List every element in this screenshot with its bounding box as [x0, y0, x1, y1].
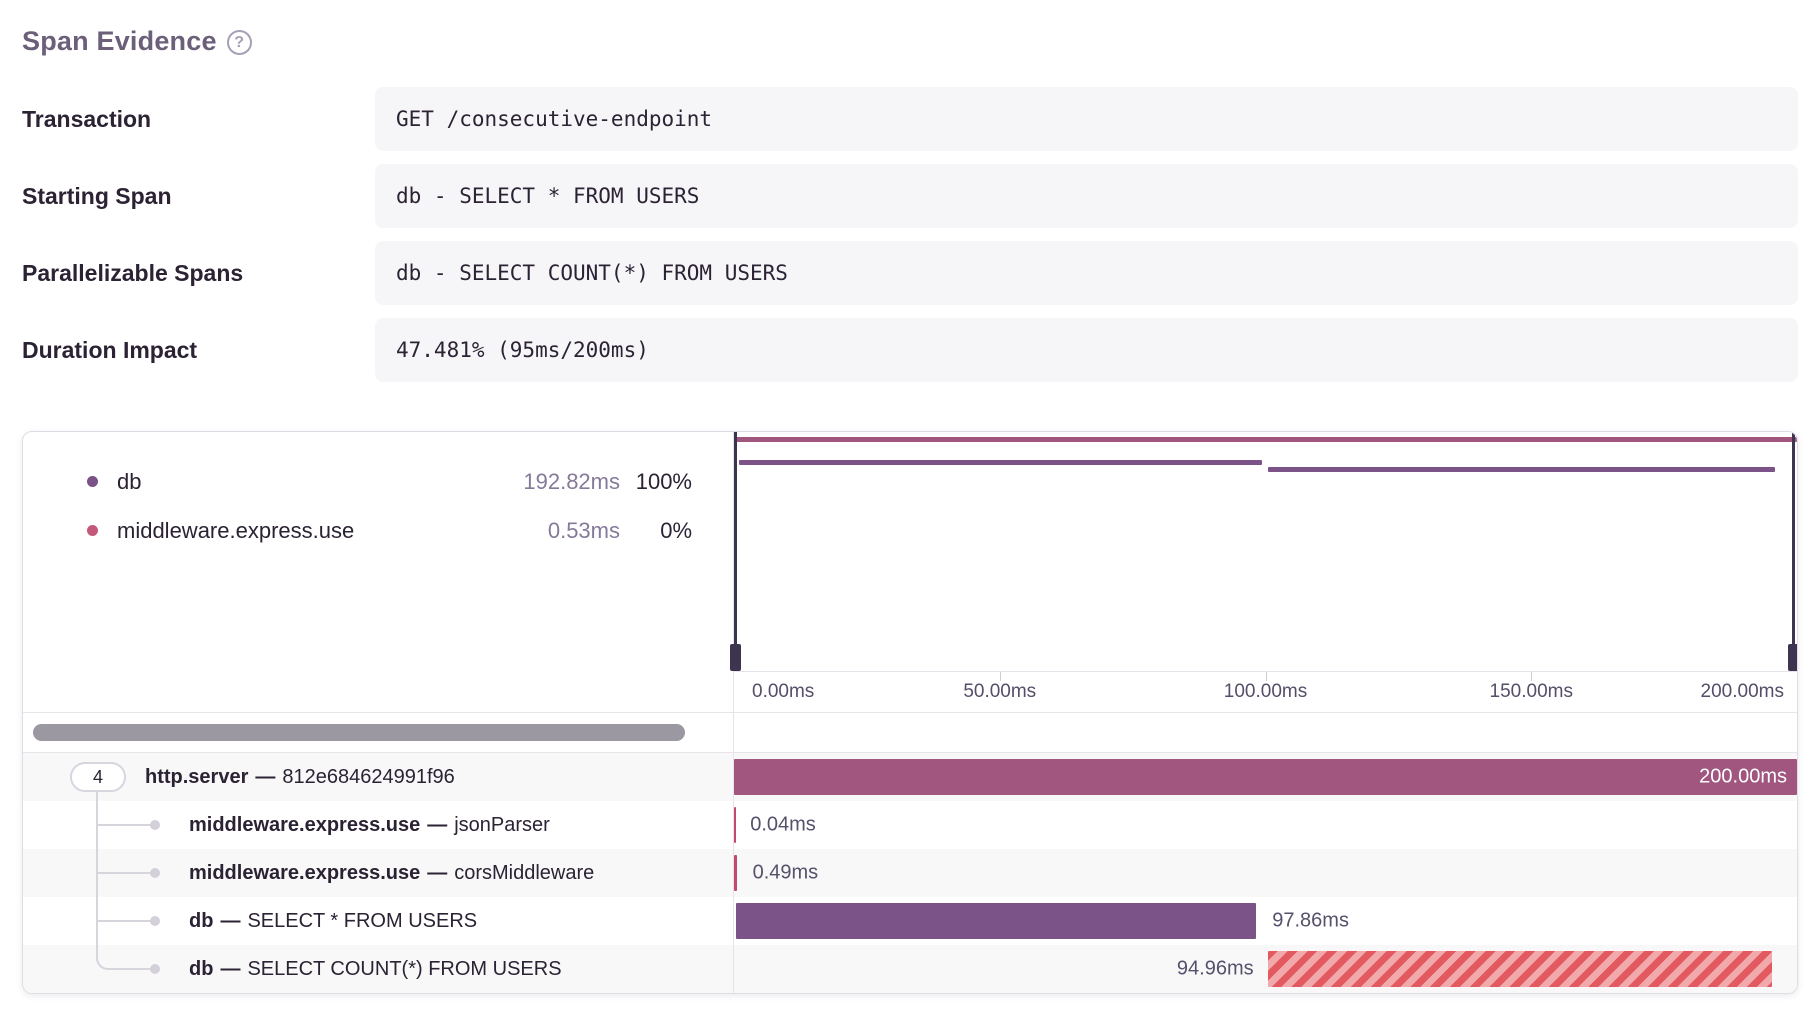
- evidence-value: db - SELECT * FROM USERS: [375, 164, 1798, 228]
- span-description: SELECT COUNT(*) FROM USERS: [247, 957, 562, 980]
- span-separator: —: [220, 909, 241, 932]
- trace-minimap[interactable]: [730, 432, 1797, 671]
- span-separator: —: [427, 813, 448, 836]
- span-row-select-count-users[interactable]: db — SELECT COUNT(*) FROM USERS 94.96ms: [23, 945, 1797, 993]
- span-duration-label: 97.86ms: [1272, 909, 1349, 932]
- span-duration-bar[interactable]: [736, 903, 1257, 939]
- axis-label: 150.00ms: [1489, 681, 1573, 702]
- span-op: middleware.express.use: [189, 813, 421, 836]
- legend-name: middleware.express.use: [117, 517, 355, 543]
- span-duration-label: 0.49ms: [752, 861, 819, 884]
- axis-label: 100.00ms: [1223, 681, 1308, 702]
- evidence-row-starting-span: Starting Span db - SELECT * FROM USERS: [22, 164, 1798, 228]
- span-description: SELECT * FROM USERS: [247, 909, 478, 932]
- evidence-value: GET /consecutive-endpoint: [375, 87, 1798, 151]
- span-title: http.server — 812e684624991f96: [145, 766, 455, 789]
- evidence-rows: Transaction GET /consecutive-endpoint St…: [22, 87, 1798, 382]
- help-icon[interactable]: ?: [226, 30, 252, 55]
- span-waterfall: 4 http.server —812e684624991f96 200.00ms …: [23, 753, 1797, 993]
- scrollbar-track-right: [733, 713, 1797, 752]
- span-title: middleware.express.use — corsMiddleware: [189, 862, 594, 885]
- span-duration-label: 0.04ms: [750, 813, 816, 836]
- axis-label: 200.00ms: [1700, 681, 1784, 702]
- span-row-http-server[interactable]: 4 http.server — 812e684624991f96 200.00ms: [23, 753, 1797, 801]
- span-separator: —: [220, 957, 241, 980]
- page-title: Span Evidence: [22, 26, 217, 56]
- minimap-span-line: [1267, 467, 1775, 472]
- horizontal-scrollbar-thumb[interactable]: [33, 724, 685, 741]
- legend-dot-middleware: [87, 525, 98, 536]
- evidence-value: db - SELECT COUNT(*) FROM USERS: [375, 241, 1798, 305]
- trace-viewer-panel: db 192.82ms 100% middleware.express.use …: [22, 431, 1798, 994]
- span-duration-label: 200.00ms: [1699, 765, 1787, 788]
- span-description: jsonParser: [454, 813, 550, 836]
- evidence-label: Parallelizable Spans: [22, 259, 244, 286]
- span-op: http.server: [145, 765, 249, 788]
- time-axis: 0.00ms 50.00ms 100.00ms 150.00ms 200.00m…: [734, 671, 1797, 712]
- span-evidence-page: Span Evidence ? Transaction GET /consecu…: [22, 26, 1798, 994]
- minimap-span-line: [734, 437, 1797, 442]
- span-row-cors-middleware[interactable]: middleware.express.use — corsMiddleware 0.…: [23, 849, 1797, 897]
- evidence-row-duration-impact: Duration Impact 47.481% (95ms/200ms): [22, 318, 1798, 382]
- axis-tick: [999, 672, 1001, 681]
- span-duration-bar[interactable]: [734, 807, 736, 843]
- trace-legend: db 192.82ms 100% middleware.express.use …: [23, 432, 733, 712]
- span-row-select-users[interactable]: db — SELECT * FROM USERS 97.86ms: [23, 897, 1797, 945]
- span-row-json-parser[interactable]: middleware.express.use — jsonParser 0.04ms: [23, 801, 1797, 849]
- span-title: middleware.express.use — jsonParser: [189, 814, 550, 837]
- minimap-right-handle[interactable]: [1788, 432, 1797, 671]
- legend-duration: 0.53ms: [547, 517, 620, 543]
- span-count-badge[interactable]: 4: [70, 762, 126, 792]
- evidence-row-parallelizable-spans: Parallelizable Spans db - SELECT COUNT(*…: [22, 241, 1798, 305]
- span-op: db: [189, 957, 214, 980]
- span-duration-label: 94.96ms: [1176, 957, 1254, 980]
- span-description: corsMiddleware: [454, 861, 595, 884]
- span-op: middleware.express.use: [189, 861, 421, 884]
- span-separator: —: [427, 861, 448, 884]
- evidence-value: 47.481% (95ms/200ms): [375, 318, 1798, 382]
- legend-row-middleware: middleware.express.use 0.53ms 0%: [87, 506, 692, 555]
- minimap-span-line: [739, 460, 1263, 465]
- span-duration-bar-striped[interactable]: [1267, 951, 1773, 987]
- span-duration-bar[interactable]: [734, 855, 737, 891]
- legend-dot-db: [87, 476, 98, 487]
- evidence-label: Duration Impact: [22, 336, 198, 363]
- span-separator: —: [255, 765, 276, 788]
- span-title: db — SELECT * FROM USERS: [189, 910, 477, 933]
- minimap-left-handle[interactable]: [730, 432, 741, 671]
- span-description: 812e684624991f96: [282, 765, 455, 788]
- legend-percent: 100%: [635, 468, 692, 494]
- evidence-label: Transaction: [22, 105, 152, 132]
- legend-row-db: db 192.82ms 100%: [87, 457, 692, 506]
- page-header: Span Evidence ?: [22, 26, 1798, 57]
- span-op: db: [189, 909, 214, 932]
- legend-percent: 0%: [660, 517, 692, 543]
- axis-label: 50.00ms: [963, 681, 1037, 702]
- span-duration-bar[interactable]: 200.00ms: [734, 759, 1797, 795]
- evidence-label: Starting Span: [22, 182, 172, 209]
- axis-tick: [1531, 672, 1533, 681]
- axis-label: 0.00ms: [752, 681, 815, 702]
- legend-name: db: [117, 468, 142, 494]
- span-title: db — SELECT COUNT(*) FROM USERS: [189, 958, 562, 981]
- axis-tick: [1265, 672, 1267, 681]
- evidence-row-transaction: Transaction GET /consecutive-endpoint: [22, 87, 1798, 151]
- legend-duration: 192.82ms: [523, 468, 620, 494]
